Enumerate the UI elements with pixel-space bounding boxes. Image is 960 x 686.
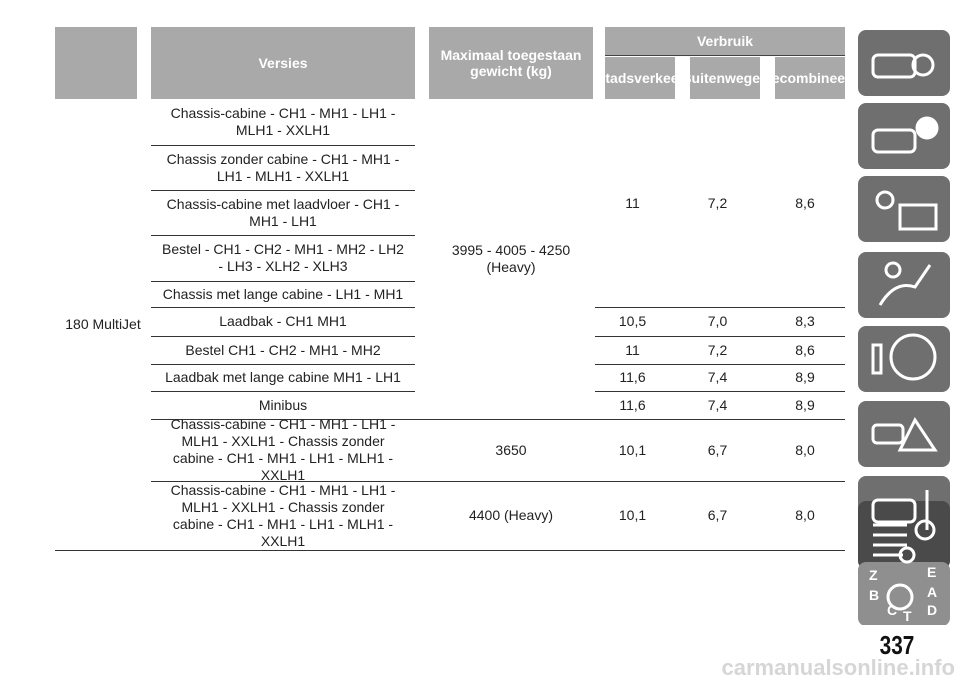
consumption: 8,9 xyxy=(795,369,815,385)
consumption: 7,2 xyxy=(707,341,728,358)
row-rule xyxy=(595,481,845,482)
consumption: 10,5 xyxy=(618,313,647,329)
consumption: 8,6 xyxy=(795,341,815,358)
row-rule xyxy=(595,391,845,392)
consumption: 11 xyxy=(625,341,640,358)
row-rule xyxy=(55,550,845,551)
row-rule xyxy=(595,419,845,420)
header-gecomb: Gecombineerd xyxy=(761,57,859,99)
svg-text:B: B xyxy=(869,587,879,603)
header-buiten: Buitenwegen xyxy=(681,57,769,99)
engine: 180 MultiJet xyxy=(65,316,141,332)
svg-text:C: C xyxy=(887,602,897,618)
row-rule xyxy=(151,419,415,420)
consumption: 7,4 xyxy=(707,396,728,413)
row-rule xyxy=(415,419,605,420)
consumption: 8,0 xyxy=(795,507,815,523)
version: Bestel - CH1 - CH2 - MH1 - MH2 - LH2 - L… xyxy=(162,241,404,274)
nav-tab[interactable] xyxy=(858,562,950,625)
version: Bestel CH1 - CH2 - MH1 - MH2 xyxy=(185,341,381,358)
row-rule xyxy=(151,235,415,236)
weight: 3995 - 4005 - 4250 (Heavy) xyxy=(451,242,571,275)
consumption: 11,6 xyxy=(619,396,646,413)
side-nav: Z EA B D C T xyxy=(858,30,950,625)
weight: 3650 xyxy=(495,441,527,458)
consumption: 11,6 xyxy=(619,369,646,385)
row-rule xyxy=(151,307,415,308)
version: Laadbak - CH1 MH1 xyxy=(219,313,347,329)
consumption: 6,7 xyxy=(707,441,728,458)
consumption: 8,6 xyxy=(795,194,815,211)
version: Laadbak met lange cabine MH1 - LH1 xyxy=(165,369,401,385)
consumption: 11 xyxy=(625,194,640,211)
row-rule xyxy=(415,481,605,482)
consumption: 7,4 xyxy=(707,369,728,385)
consumption: 7,2 xyxy=(707,194,728,211)
row-rule xyxy=(151,391,415,392)
nav-tab[interactable] xyxy=(858,30,950,96)
svg-text:D: D xyxy=(927,602,937,618)
version: Chassis-cabine - CH1 - MH1 - LH1 - MLH1 … xyxy=(170,481,396,549)
header-stad: Stadsverkeer xyxy=(596,57,684,99)
version: Chassis-cabine - CH1 - MH1 - LH1 - MLH1 … xyxy=(170,416,396,483)
header-cell xyxy=(55,27,137,99)
row-rule xyxy=(151,281,415,282)
header-weight: Maximaal toegestaan gewicht (kg) xyxy=(429,27,593,99)
version: Chassis zonder cabine - CH1 - MH1 - LH1 … xyxy=(166,150,400,184)
consumption: 6,7 xyxy=(707,507,728,523)
header-verbruik: Verbruik xyxy=(605,27,845,55)
row-rule xyxy=(595,307,845,308)
version: Minibus xyxy=(258,396,308,413)
version: Chassis-cabine - CH1 - MH1 - LH1 - MLH1 … xyxy=(170,105,396,138)
row-rule xyxy=(595,336,845,337)
row-rule xyxy=(151,190,415,191)
svg-text:Z: Z xyxy=(869,567,878,583)
weight: 4400 (Heavy) xyxy=(468,507,554,523)
version: Chassis met lange cabine - LH1 - MH1 xyxy=(162,285,404,302)
consumption: 10,1 xyxy=(618,507,647,523)
svg-text:E: E xyxy=(927,564,936,580)
watermark: carmanualsonline.info xyxy=(721,655,956,680)
page-number: 337 xyxy=(879,630,915,660)
row-rule xyxy=(151,145,415,146)
consumption: 8,0 xyxy=(795,441,815,458)
version: Chassis-cabine met laadvloer - CH1 - MH1… xyxy=(166,195,400,229)
svg-text:A: A xyxy=(927,584,937,600)
row-rule xyxy=(151,364,415,365)
row-rule xyxy=(151,481,415,482)
consumption: 8,9 xyxy=(795,396,815,413)
row-rule xyxy=(151,336,415,337)
consumption: 8,3 xyxy=(795,313,815,329)
svg-text:T: T xyxy=(903,608,912,624)
header-rule xyxy=(605,55,845,56)
header-versies: Versies xyxy=(151,27,415,99)
row-rule xyxy=(595,364,845,365)
consumption: 7,0 xyxy=(707,313,728,329)
consumption: 10,1 xyxy=(618,441,647,458)
